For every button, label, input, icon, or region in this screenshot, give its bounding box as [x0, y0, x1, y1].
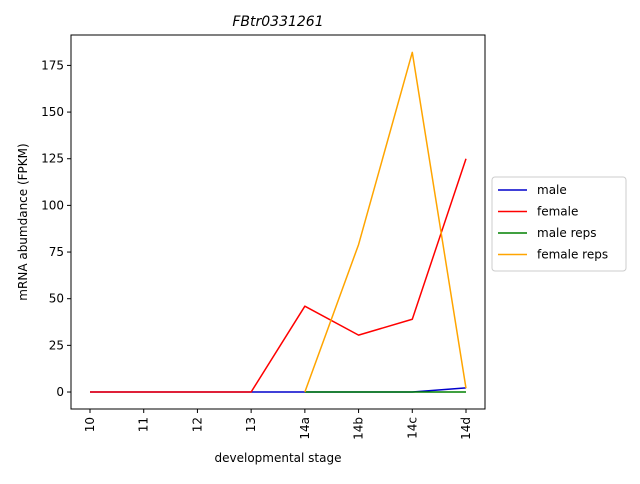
x-axis: 10 11 12 13 14a 14b 14c 14d: [83, 409, 473, 440]
chart-title: FBtr0331261: [232, 14, 323, 30]
y-tick-label: 25: [49, 338, 64, 352]
y-axis: 0 25 50 75 100 125 150 175: [41, 58, 71, 399]
plot-frame: [70, 34, 486, 410]
y-tick-label: 0: [56, 385, 64, 399]
y-tick-label: 100: [41, 198, 64, 212]
x-axis-label: developmental stage: [215, 451, 342, 465]
series-line-female: [90, 158, 467, 393]
y-tick-label: 175: [41, 58, 64, 72]
x-tick-label: 14a: [298, 417, 312, 440]
legend-frame: [491, 176, 627, 272]
legend-label: male reps: [537, 226, 597, 240]
y-tick-label: 50: [49, 292, 64, 306]
x-tick-label: 11: [137, 417, 151, 432]
series-line-female-reps: [304, 51, 467, 393]
series-layer: [90, 51, 467, 393]
x-tick-label: 12: [190, 417, 204, 432]
x-tick-label: 10: [83, 417, 97, 432]
x-tick-label: 14b: [352, 417, 366, 440]
x-tick-label: 14c: [405, 417, 419, 439]
legend-label: female: [537, 205, 578, 219]
y-tick-label: 150: [41, 105, 64, 119]
x-tick-label: 13: [244, 417, 258, 432]
y-tick-label: 75: [49, 245, 64, 259]
legend-label: male: [537, 183, 567, 197]
legend-label: female reps: [537, 248, 608, 262]
legend-entries: male female male reps female reps: [498, 183, 608, 262]
x-tick-label: 14d: [459, 417, 473, 440]
y-axis-label: mRNA abumdance (FPKM): [16, 143, 30, 300]
legend: male female male reps female reps: [491, 176, 627, 272]
y-tick-label: 125: [41, 152, 64, 166]
